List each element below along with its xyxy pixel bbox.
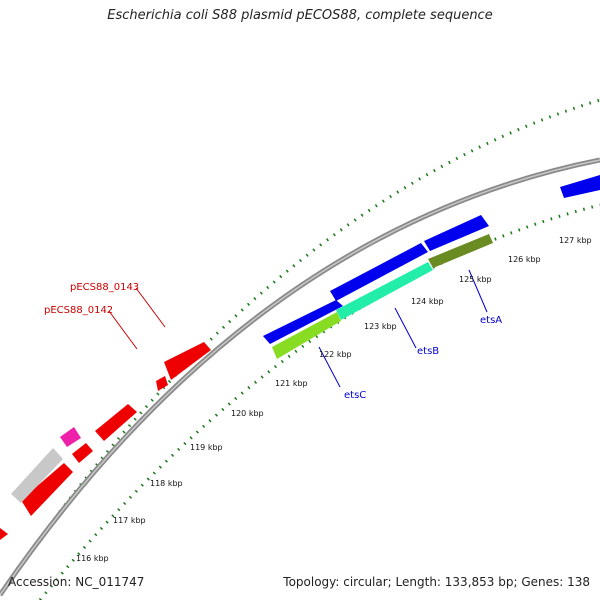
gene-blue-2[interactable] [330,243,428,301]
label-etsA[interactable]: etsA [480,315,502,326]
gene-red-3[interactable] [95,404,137,441]
gene-gray[interactable] [11,448,63,503]
gene-red-6[interactable] [0,528,8,540]
gene-blue-1[interactable] [263,300,343,344]
scale-label-123: 123 kbp [364,322,397,331]
label-etsC[interactable]: etsC [344,390,366,401]
gene-blue-4[interactable] [560,175,600,198]
gene-red-2[interactable] [156,376,168,391]
scale-label-125: 125 kbp [459,275,492,284]
scale-label-126: 126 kbp [508,255,541,264]
scale-label-116: 116 kbp [76,554,109,563]
gene-red-4[interactable] [72,443,93,463]
gene-pink[interactable] [60,427,81,447]
scale-label-118: 118 kbp [150,479,183,488]
gene-blue-3[interactable] [424,215,489,251]
label-pECS88_0142[interactable]: pECS88_0142 [44,305,113,316]
scale-label-119: 119 kbp [190,443,223,452]
outer-tick-ring [3,98,600,589]
scale-label-121: 121 kbp [275,379,308,388]
scale-label-122: 122 kbp [319,350,352,359]
inner-tick-ring [38,203,600,600]
accession-text: Accession: NC_011747 [8,575,145,589]
gene-red-5[interactable] [21,463,73,516]
label-etsB[interactable]: etsB [417,346,439,357]
summary-text: Topology: circular; Length: 133,853 bp; … [283,575,590,589]
leader-etsA [468,269,488,313]
label-pECS88_0143[interactable]: pECS88_0143 [70,282,139,293]
gene-etsB[interactable] [336,262,433,320]
gene-etsA[interactable] [428,234,493,268]
scale-label-124: 124 kbp [411,297,444,306]
leader-etsC [318,346,341,388]
map-title: Escherichia coli S88 plasmid pECOS88, co… [107,8,493,23]
gene-etsC[interactable] [272,312,341,359]
scale-label-127: 127 kbp [559,236,592,245]
gene-red-1[interactable] [164,342,211,380]
leader-pECS88_0142 [108,310,138,350]
backbone-arc [0,157,600,597]
leader-etsB [394,307,417,349]
scale-label-117: 117 kbp [113,516,146,525]
scale-label-120: 120 kbp [231,409,264,418]
backbone-arc-highlight [0,159,600,596]
leader-pECS88_0143 [135,287,166,328]
